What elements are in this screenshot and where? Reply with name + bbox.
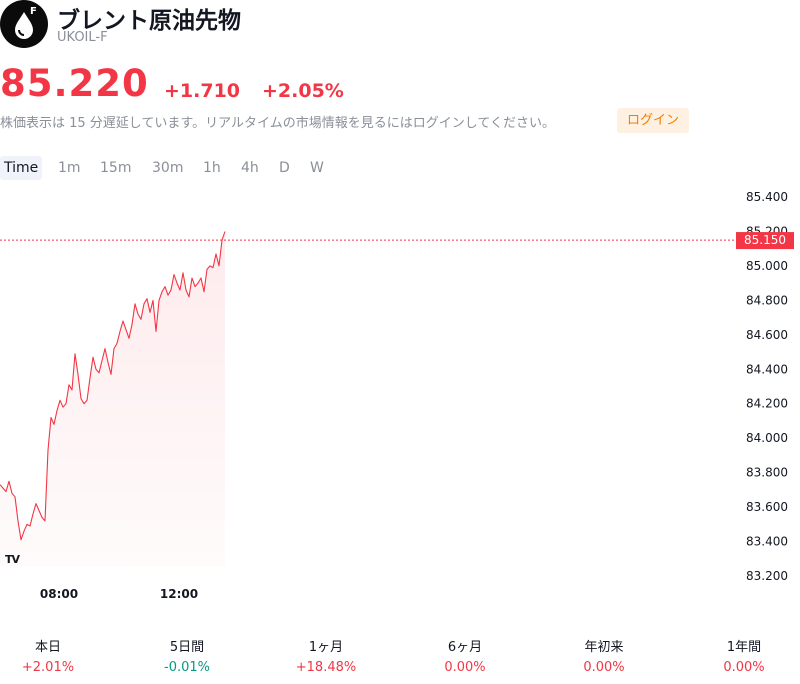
current-price-tag-label: 85.150	[744, 233, 786, 247]
period-label: 6ヶ月	[447, 640, 483, 655]
period-value: 0.00%	[444, 660, 486, 675]
period-value: 0.00%	[723, 660, 765, 675]
x-tick-label: 12:00	[160, 587, 198, 601]
period-value: +18.48%	[295, 660, 357, 675]
current-price-tag	[736, 232, 794, 250]
tab-d[interactable]: D	[279, 160, 290, 176]
x-tick-label: 08:00	[40, 587, 78, 601]
y-tick-label: 84.600	[746, 328, 788, 342]
period-today[interactable]: 本日 +2.01%	[0, 636, 108, 675]
y-tick-label: 85.400	[746, 190, 788, 204]
tab-4h[interactable]: 4h	[241, 160, 259, 176]
tab-30m[interactable]: 30m	[152, 160, 184, 176]
y-tick-label: 83.800	[746, 466, 788, 480]
y-tick-label: 84.200	[746, 397, 788, 411]
oil-drop-icon	[15, 12, 33, 39]
price-area-fill	[0, 231, 225, 566]
price-chart[interactable]: 85.40085.20085.00084.80084.60084.40084.2…	[0, 180, 800, 610]
login-button[interactable]: ログイン	[617, 108, 689, 133]
period-label: 5日間	[169, 640, 205, 655]
period-value: +2.01%	[21, 660, 75, 675]
period-1m[interactable]: 1ヶ月 +18.48%	[266, 636, 386, 675]
y-tick-label: 83.200	[746, 569, 788, 583]
y-tick-label: 85.000	[746, 259, 788, 273]
period-1y[interactable]: 1年間 0.00%	[684, 636, 800, 675]
instrument-title: ブレント原油先物	[57, 8, 241, 34]
period-label: 1ヶ月	[308, 640, 344, 655]
price-change-percent: +2.05%	[262, 80, 344, 102]
period-value: -0.01%	[164, 660, 210, 675]
period-label: 本日	[34, 640, 61, 655]
price-change-absolute: +1.710	[164, 80, 241, 102]
period-label: 年初来	[584, 640, 624, 655]
period-5d[interactable]: 5日間 -0.01%	[127, 636, 247, 675]
y-tick-label: 84.800	[746, 293, 788, 307]
tab-w[interactable]: W	[310, 160, 324, 176]
tab-1h[interactable]: 1h	[203, 160, 221, 176]
delay-notice: 株価表示は 15 分遅延しています。リアルタイムの市場情報を見るにはログインして…	[0, 116, 555, 131]
tab-1m[interactable]: 1m	[58, 160, 81, 176]
y-tick-label: 83.400	[746, 535, 788, 549]
tab-time[interactable]: Time	[0, 156, 43, 180]
tradingview-logo[interactable]: TV	[5, 553, 20, 566]
futures-badge: F	[30, 6, 37, 17]
ticker-symbol: UKOIL-F	[57, 30, 108, 45]
tab-15m[interactable]: 15m	[100, 160, 132, 176]
last-price: 85.220	[0, 62, 149, 105]
y-tick-label: 83.600	[746, 500, 788, 514]
period-6m[interactable]: 6ヶ月 0.00%	[405, 636, 525, 675]
period-label: 1年間	[726, 640, 762, 655]
y-tick-label: 84.400	[746, 362, 788, 376]
price-line	[0, 231, 226, 541]
period-ytd[interactable]: 年初来 0.00%	[544, 636, 664, 675]
y-tick-label: 84.000	[746, 431, 788, 445]
brent-oil-logo: F	[0, 0, 48, 48]
period-value: 0.00%	[583, 660, 625, 675]
